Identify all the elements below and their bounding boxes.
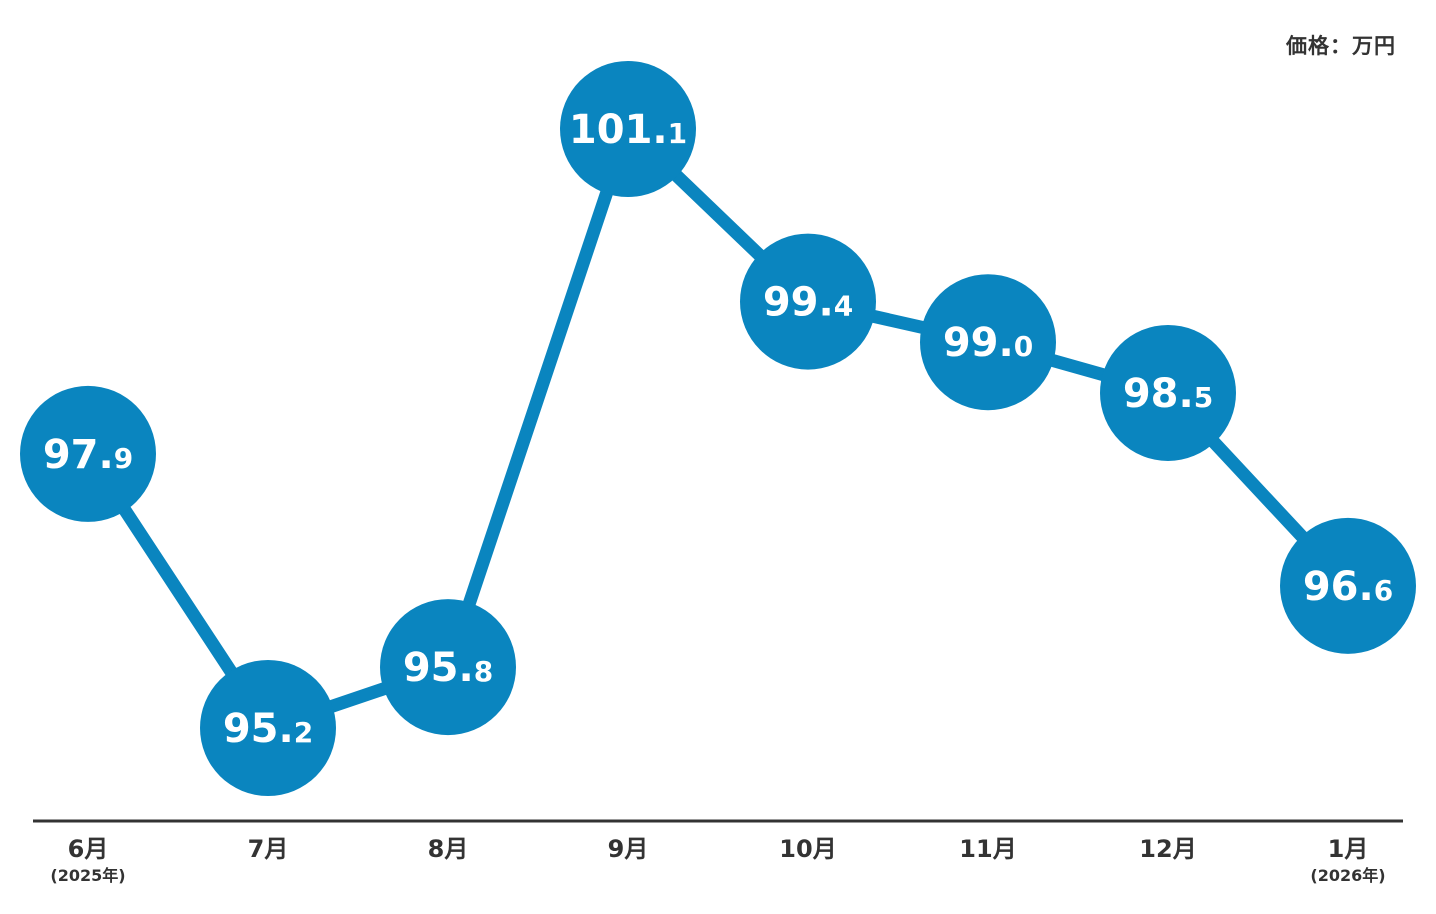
data-value-label: 97.9 xyxy=(43,432,133,478)
data-value-label: 98.5 xyxy=(1123,371,1213,417)
data-point: 95.8 xyxy=(380,599,516,736)
data-point: 99.0 xyxy=(920,274,1056,411)
data-point: 95.2 xyxy=(200,660,336,796)
x-tick-label: 11月 xyxy=(959,835,1016,863)
data-point: 98.5 xyxy=(1100,324,1236,461)
data-point-marker xyxy=(200,660,336,796)
data-value-label: 95.2 xyxy=(223,706,313,752)
data-points: 97.9 95.2 95.8 101.1 99.4 99.0 98.5 96.6 xyxy=(20,61,1416,796)
x-tick-sublabel: (2026年) xyxy=(1310,866,1385,885)
data-point-marker xyxy=(560,61,696,197)
data-point: 96.6 xyxy=(1280,517,1416,654)
data-point: 99.4 xyxy=(740,233,876,370)
x-tick-label: 7月 xyxy=(248,835,289,863)
data-value-label: 99.0 xyxy=(943,320,1033,366)
x-tick-label: 6月 xyxy=(68,835,109,863)
data-point-marker xyxy=(380,599,516,736)
data-point-marker xyxy=(1280,517,1416,654)
x-tick-label: 8月 xyxy=(428,835,469,863)
unit-label: 価格：万円 xyxy=(1286,34,1396,58)
data-value-label: 101.1 xyxy=(569,107,687,153)
x-axis-ticks: 6月 (2025年) 7月 8月 9月 10月 11月 12月 1月 (2026年) xyxy=(50,835,1385,885)
data-point-marker xyxy=(1100,324,1236,461)
data-value-label: 95.8 xyxy=(403,645,493,691)
data-point: 101.1 xyxy=(560,61,696,197)
x-tick-label: 9月 xyxy=(608,835,649,863)
data-value-label: 99.4 xyxy=(763,280,853,326)
data-point-marker xyxy=(740,233,876,370)
data-point: 97.9 xyxy=(20,385,156,522)
x-tick-label: 12月 xyxy=(1139,835,1196,863)
x-tick-label: 10月 xyxy=(779,835,836,863)
x-tick-sublabel: (2025年) xyxy=(50,866,125,885)
data-point-marker xyxy=(920,274,1056,411)
x-tick-label: 1月 xyxy=(1328,835,1369,863)
data-value-label: 96.6 xyxy=(1303,564,1393,610)
data-point-marker xyxy=(20,385,156,522)
